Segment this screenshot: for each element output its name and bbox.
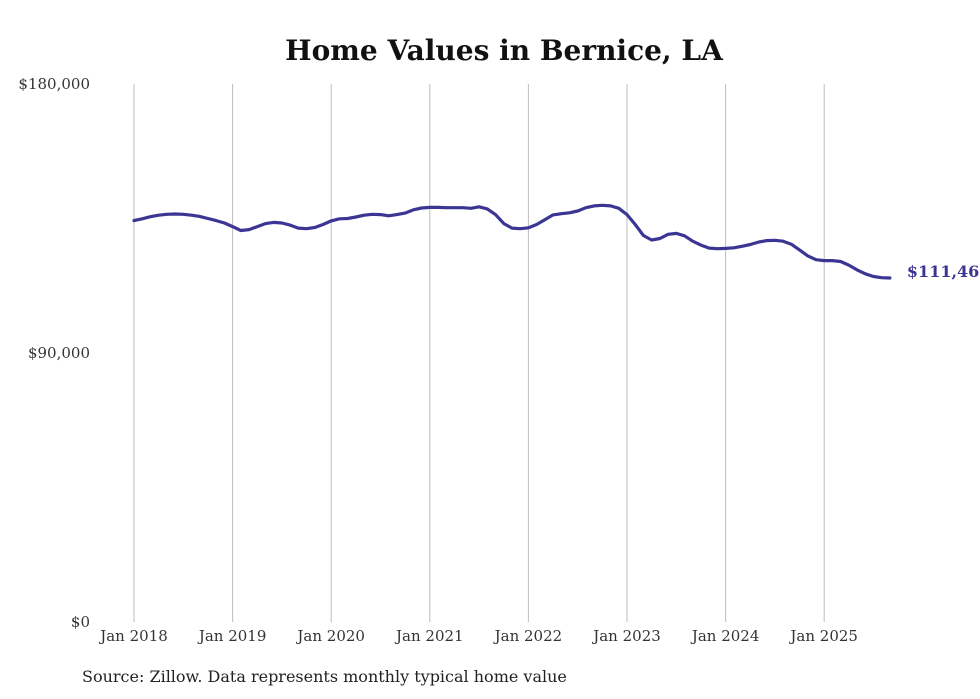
x-tick-label: Jan 2022	[493, 627, 563, 645]
y-axis-ticks: $180,000 $90,000 $0	[18, 75, 90, 631]
x-tick-label: Jan 2021	[394, 627, 464, 645]
x-tick-label: Jan 2025	[788, 627, 858, 645]
end-value-label: $111,466	[907, 262, 980, 281]
y-tick-label: $180,000	[18, 75, 90, 93]
x-axis-ticks: Jan 2018 Jan 2019 Jan 2020 Jan 2021 Jan 2022…	[98, 627, 858, 645]
series-line-0	[132, 203, 892, 280]
x-tick-label: Jan 2019	[197, 627, 267, 645]
chart-title: Home Values in Bernice, LA	[285, 34, 724, 67]
x-tick-label: Jan 2024	[690, 627, 760, 645]
y-tick-label: $90,000	[28, 344, 90, 362]
y-tick-label: $0	[71, 613, 90, 631]
series-layer: $111,466	[132, 203, 980, 281]
x-tick-label: Jan 2018	[98, 627, 168, 645]
source-note: Source: Zillow. Data represents monthly …	[82, 667, 567, 686]
x-tick-label: Jan 2020	[295, 627, 365, 645]
x-tick-label: Jan 2023	[591, 627, 661, 645]
gridlines	[133, 84, 825, 622]
